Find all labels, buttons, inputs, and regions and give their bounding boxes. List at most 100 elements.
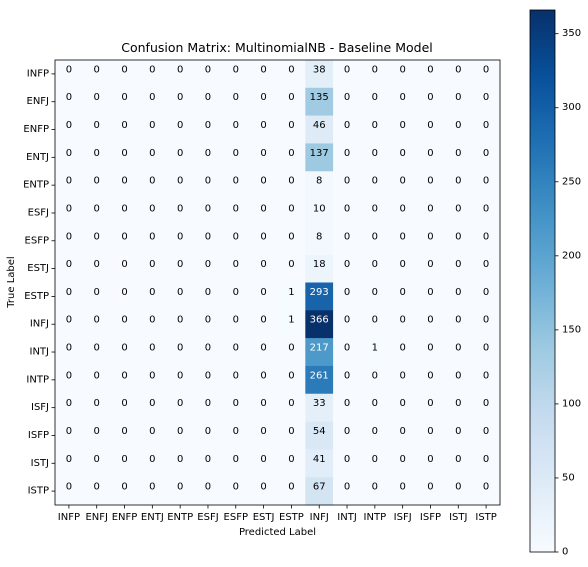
- heatmap-cell: [194, 143, 223, 172]
- cell-value-label: 0: [427, 259, 433, 270]
- cell-value-label: 0: [94, 64, 100, 75]
- heatmap-cell: [360, 115, 390, 144]
- heatmap-cell: [82, 310, 111, 339]
- cell-value-label: 0: [427, 343, 433, 354]
- heatmap-cell: [388, 226, 417, 255]
- x-tick-label: ENTJ: [141, 512, 164, 523]
- heatmap-cell: [221, 338, 250, 367]
- colorbar-tick-label: 0: [562, 547, 568, 558]
- cell-value-label: 41: [313, 454, 326, 465]
- heatmap-cell: [360, 310, 390, 339]
- heatmap-cell: [416, 477, 445, 506]
- heatmap-cell: [221, 115, 250, 144]
- x-axis-label: Predicted Label: [239, 527, 316, 538]
- cell-value-label: 0: [177, 92, 183, 103]
- heatmap-cell: [333, 226, 362, 255]
- heatmap-cell: [444, 421, 473, 450]
- heatmap-cell: [55, 60, 84, 89]
- cell-value-label: 0: [483, 482, 489, 493]
- cell-value-label: 0: [344, 64, 350, 75]
- heatmap-cell: [472, 254, 501, 283]
- heatmap-cell: [416, 338, 445, 367]
- cell-value-label: 0: [177, 370, 183, 381]
- cell-value-label: 0: [399, 231, 405, 242]
- heatmap-cell: [55, 254, 84, 283]
- cell-value-label: 0: [399, 482, 405, 493]
- heatmap-cell: [388, 143, 417, 172]
- x-tick-label: ENFJ: [85, 512, 108, 523]
- heatmap-cell: [249, 171, 278, 200]
- cell-value-label: 0: [455, 315, 461, 326]
- cell-value-label: 0: [121, 482, 127, 493]
- heatmap-cell: [444, 254, 473, 283]
- cell-value-label: 0: [372, 92, 378, 103]
- heatmap-cell: [82, 115, 111, 144]
- heatmap-cell: [360, 282, 390, 311]
- cell-value-label: 0: [372, 287, 378, 298]
- cell-value-label: 1: [288, 287, 294, 298]
- heatmap-cell: [472, 143, 501, 172]
- cell-value-label: 0: [427, 426, 433, 437]
- cell-value-label: 0: [205, 120, 211, 131]
- heatmap-cell: [333, 199, 362, 228]
- cell-value-label: 0: [399, 287, 405, 298]
- cell-value-label: 0: [66, 64, 72, 75]
- cell-value-label: 0: [177, 203, 183, 214]
- cell-value-label: 0: [66, 92, 72, 103]
- heatmap-cell: [249, 226, 278, 255]
- cell-value-label: 0: [66, 259, 72, 270]
- cell-value-label: 0: [149, 148, 155, 159]
- cell-value-label: 0: [121, 92, 127, 103]
- cell-value-label: 0: [260, 148, 266, 159]
- cell-value-label: 0: [177, 482, 183, 493]
- cell-value-label: 0: [205, 148, 211, 159]
- cell-value-label: 0: [66, 176, 72, 187]
- heatmap-cell: [388, 199, 417, 228]
- heatmap-cell: [194, 115, 223, 144]
- heatmap-cell: [277, 365, 306, 395]
- heatmap-cell: [249, 282, 278, 311]
- cell-value-label: 46: [313, 120, 326, 131]
- heatmap-cell: [55, 365, 84, 395]
- heatmap-cell: [333, 338, 362, 367]
- x-tick-label: ISTP: [475, 512, 496, 523]
- cell-value-label: 0: [260, 398, 266, 409]
- heatmap-cell: [388, 338, 417, 367]
- colorbar-ticks: 0 50 100 150 200 250 300 350: [555, 28, 581, 558]
- cell-value-label: 0: [260, 426, 266, 437]
- cell-value-label: 0: [455, 259, 461, 270]
- heatmap-cell: [305, 87, 334, 116]
- heatmap-cell: [444, 171, 473, 200]
- heatmap-cell: [305, 338, 334, 367]
- cell-value-label: 0: [260, 231, 266, 242]
- heatmap-cell: [444, 477, 473, 506]
- heatmap-cell: [472, 171, 501, 200]
- cell-value-label: 0: [483, 64, 489, 75]
- cell-value-label: 0: [399, 120, 405, 131]
- cell-value-label: 0: [121, 426, 127, 437]
- heatmap-cell: [277, 115, 306, 144]
- cell-value-label: 0: [399, 176, 405, 187]
- cell-value-label: 0: [177, 259, 183, 270]
- cell-value-label: 0: [344, 148, 350, 159]
- cell-value-label: 0: [121, 203, 127, 214]
- heatmap-cell: [221, 365, 250, 395]
- cell-value-label: 0: [149, 176, 155, 187]
- heatmap-cell: [138, 310, 167, 339]
- y-axis-label: True Label: [6, 256, 17, 308]
- heatmap-cell: [416, 226, 445, 255]
- heatmap-cell: [388, 449, 417, 478]
- cell-value-label: 0: [121, 120, 127, 131]
- cell-value-label: 0: [399, 426, 405, 437]
- cell-value-label: 0: [344, 176, 350, 187]
- cell-value-label: 0: [66, 203, 72, 214]
- heatmap-cell: [55, 282, 84, 311]
- cell-value-label: 0: [455, 454, 461, 465]
- x-tick-label: ESTP: [279, 512, 304, 523]
- cell-value-label: 0: [372, 176, 378, 187]
- heatmap-cell: [360, 421, 390, 450]
- cell-value-label: 0: [288, 482, 294, 493]
- heatmap-cell: [138, 143, 167, 172]
- heatmap-cell: [360, 254, 390, 283]
- y-tick-label: ENFJ: [27, 96, 50, 107]
